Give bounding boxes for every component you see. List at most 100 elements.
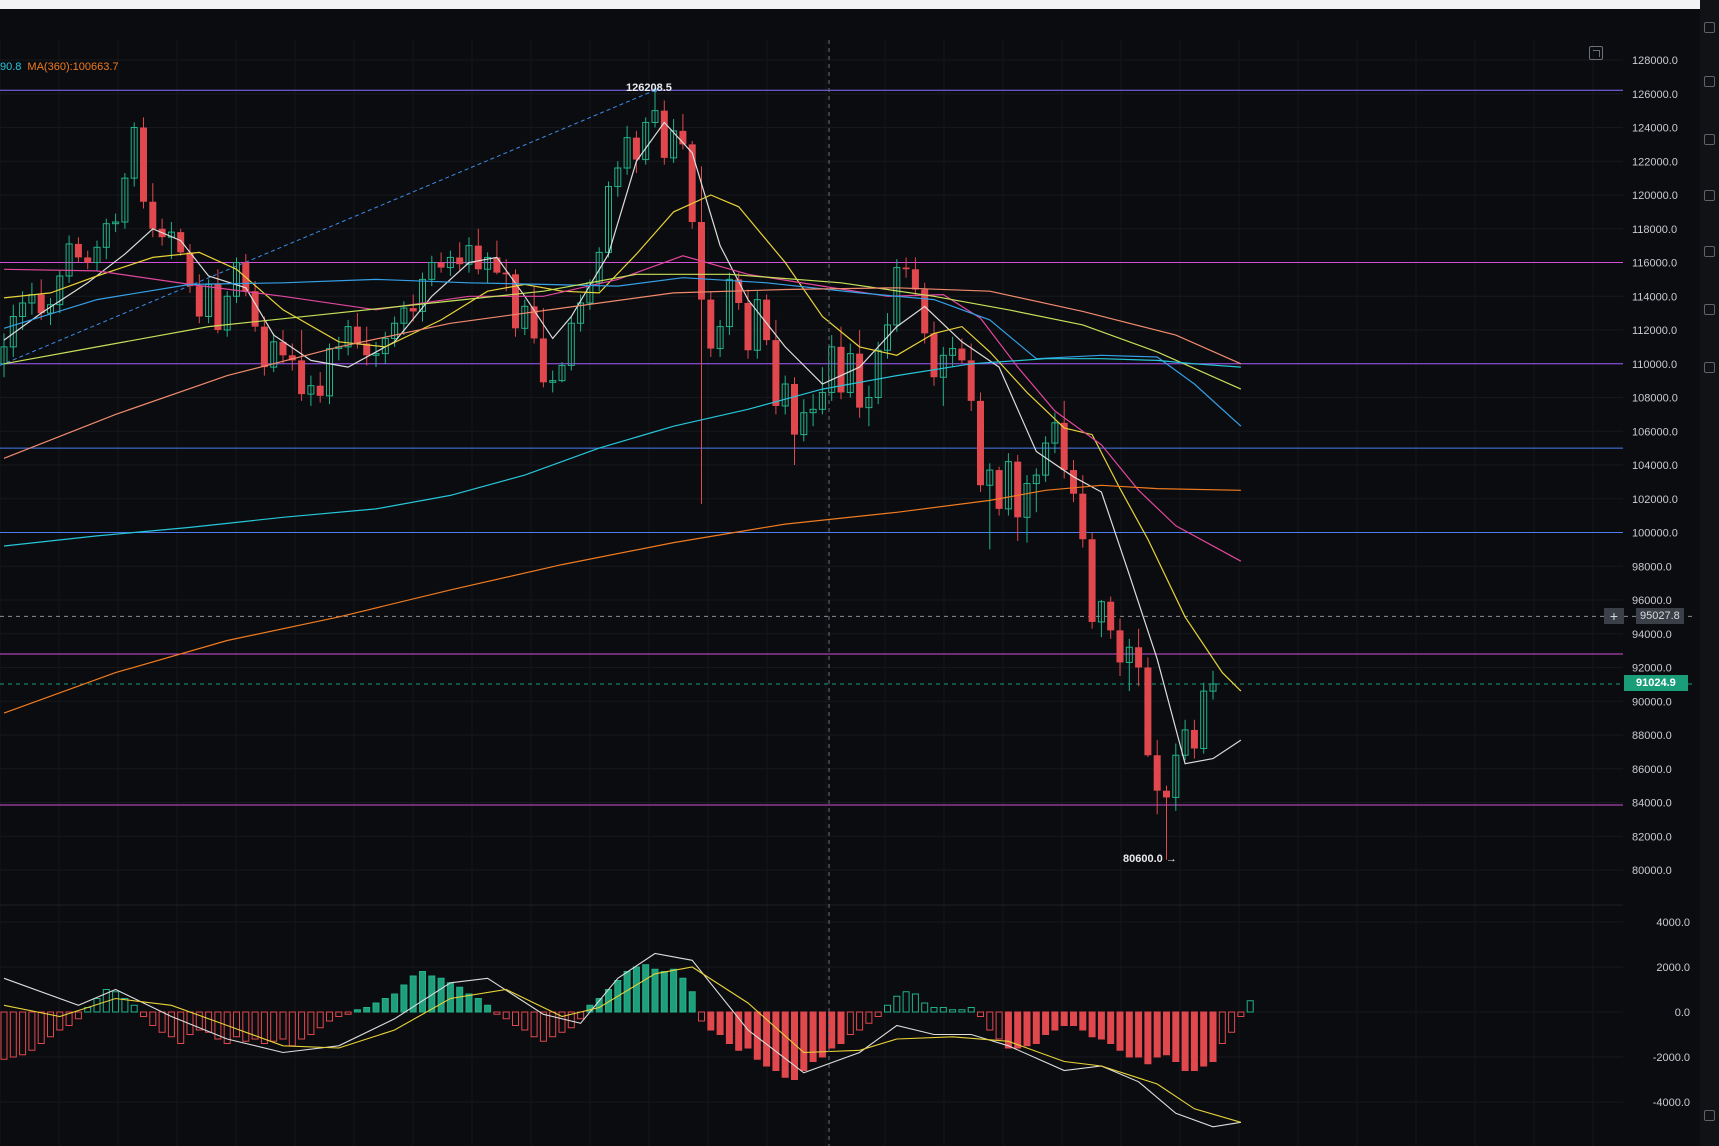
candle-body-up xyxy=(670,130,678,159)
candle-body-up xyxy=(65,243,73,277)
candle-body-down xyxy=(930,333,938,378)
candle-body-up xyxy=(1200,690,1208,749)
toolbar-icon-5[interactable] xyxy=(1704,246,1715,257)
macd-tick-label: 0.0 xyxy=(1675,1007,1690,1019)
ma360-legend: MA(360):100663.7 xyxy=(27,61,119,73)
add-alert-plus-button[interactable]: + xyxy=(1604,608,1624,624)
macd-bar-negative xyxy=(316,1011,324,1029)
candle-body-up xyxy=(112,221,120,225)
macd-bar-negative xyxy=(856,1011,864,1031)
toolbar-icon-3[interactable] xyxy=(1704,134,1715,145)
price-tick-label: 92000.0 xyxy=(1632,663,1672,675)
macd-bar-positive xyxy=(353,1009,361,1013)
candle-body-up xyxy=(1209,683,1217,692)
macd-bar-positive xyxy=(911,993,919,1013)
macd-bar-negative xyxy=(1097,1011,1105,1040)
macd-bar-negative xyxy=(558,1011,566,1033)
macd-bar-negative xyxy=(837,1011,845,1044)
macd-bar-positive xyxy=(893,995,901,1013)
macd-bar-negative xyxy=(1107,1011,1115,1044)
candle-body-up xyxy=(800,412,808,436)
macd-bar-negative xyxy=(502,1011,510,1020)
candle-body-down xyxy=(279,341,287,356)
toolbar-icon-2[interactable] xyxy=(1704,76,1715,87)
candle-body-up xyxy=(651,110,659,123)
trend-line[interactable] xyxy=(0,88,657,366)
price-tick-label: 118000.0 xyxy=(1632,224,1677,236)
macd-bar-negative xyxy=(1163,1011,1170,1056)
candle-body-down xyxy=(409,308,417,312)
toolbar-icon-6[interactable] xyxy=(1704,304,1715,315)
candle-body-up xyxy=(446,256,454,269)
macd-bar-negative xyxy=(530,1011,538,1038)
candle-body-up xyxy=(818,391,826,410)
toolbar-icon-4[interactable] xyxy=(1704,190,1715,201)
candle-body-down xyxy=(856,353,864,408)
price-tick-label: 126000.0 xyxy=(1632,89,1678,101)
candle-body-up xyxy=(102,223,110,248)
candle-body-up xyxy=(558,364,566,382)
candle-body-up xyxy=(716,326,724,350)
macd-bar-negative xyxy=(1144,1011,1152,1065)
candle-body-down xyxy=(195,286,203,317)
candle-body-up xyxy=(391,322,399,339)
macd-bar-positive xyxy=(409,975,417,1013)
macd-bar-negative xyxy=(1023,1011,1031,1047)
price-axis[interactable]: 80000.0 82000.0 84000.0 86000.0 88000.0 90000… xyxy=(1632,55,1690,1109)
moving-average-lines xyxy=(3,121,1242,765)
macd-tick-label: -2000.0 xyxy=(1653,1052,1690,1064)
macd-bar-negative xyxy=(19,1011,27,1056)
candle-body-up xyxy=(884,324,891,351)
macd-bar-negative xyxy=(288,1011,296,1047)
candle-body-up xyxy=(223,295,231,331)
macd-bar-negative xyxy=(335,1011,343,1017)
ma-legend-partial: 90.8 xyxy=(0,61,22,73)
price-tick-label: 124000.0 xyxy=(1632,123,1678,135)
candle-body-down xyxy=(679,130,687,145)
macd-bar-negative xyxy=(763,1011,771,1067)
candle-body-down xyxy=(1116,630,1124,663)
macd-bar-negative xyxy=(74,1011,82,1020)
price-tick-label: 128000.0 xyxy=(1632,55,1678,67)
horizontal-level-lines[interactable] xyxy=(0,89,1695,806)
price-tick-label: 94000.0 xyxy=(1632,629,1672,641)
macd-bar-positive xyxy=(372,1002,380,1013)
moving-average-line xyxy=(3,358,1241,547)
macd-bar-negative xyxy=(753,1011,761,1060)
macd-bar-positive xyxy=(642,964,650,1013)
macd-bar-negative xyxy=(56,1011,64,1031)
crosshair-price-tag: 95027.8 xyxy=(1636,608,1684,624)
macd-bar-negative xyxy=(140,1011,147,1017)
price-tick-label: 120000.0 xyxy=(1632,190,1678,202)
candle-body-up xyxy=(939,354,947,378)
toolbar-icon-1[interactable] xyxy=(1704,22,1715,33)
candle-body-down xyxy=(632,137,640,160)
macd-bar-negative xyxy=(1218,1011,1226,1044)
macd-bar-negative xyxy=(195,1011,203,1031)
toolbar-icon-8[interactable] xyxy=(1704,1110,1715,1121)
macd-bar-negative xyxy=(233,1011,240,1038)
price-tick-label: 88000.0 xyxy=(1632,730,1672,742)
macd-bar-positive xyxy=(651,968,659,1013)
macd-bar-negative xyxy=(781,1011,789,1078)
expand-icon[interactable] xyxy=(1589,46,1603,60)
macd-bar-negative xyxy=(539,1011,547,1042)
macd-bar-negative xyxy=(986,1011,994,1031)
candle-body-up xyxy=(121,177,129,223)
price-tick-label: 116000.0 xyxy=(1632,258,1677,270)
candle-body-down xyxy=(437,262,445,268)
moving-average-line xyxy=(3,255,1242,562)
candle-body-down xyxy=(1070,470,1077,494)
candle-body-down xyxy=(958,348,966,361)
macd-bar-positive xyxy=(958,1009,966,1013)
candle-body-up xyxy=(874,349,882,398)
toolbar-icon-7[interactable] xyxy=(1704,362,1715,373)
macd-bar-positive xyxy=(967,1007,975,1013)
macd-bar-negative xyxy=(521,1011,529,1031)
macd-bar-positive xyxy=(400,984,408,1013)
candle-body-up xyxy=(428,262,436,280)
candle-body-down xyxy=(288,355,296,361)
macd-bar-negative xyxy=(298,1011,306,1040)
price-tick-label: 104000.0 xyxy=(1632,460,1678,472)
